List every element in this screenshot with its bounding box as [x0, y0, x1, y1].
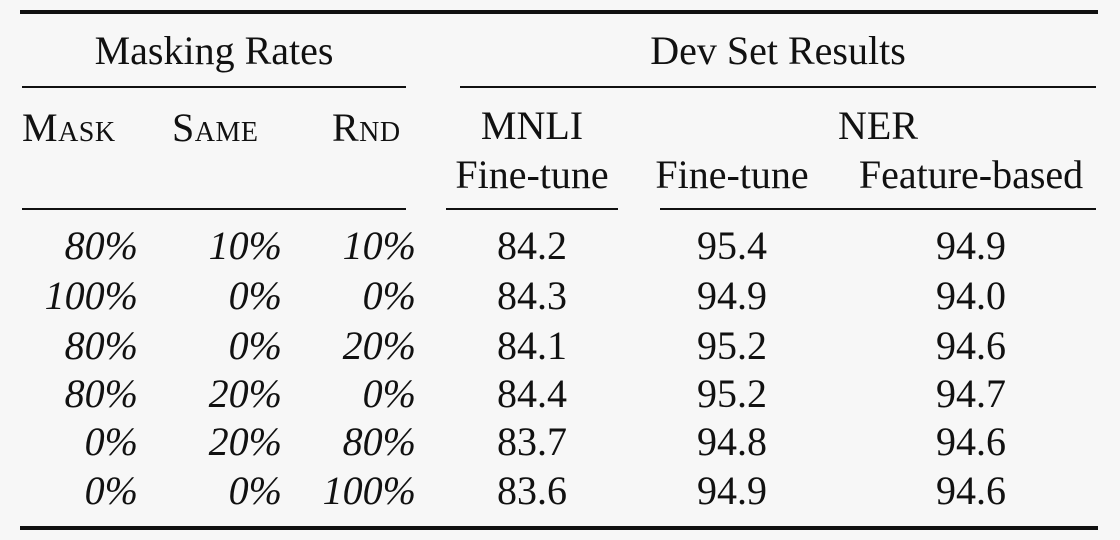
masking-rates-underline — [22, 86, 406, 88]
ner-finetune-label: Fine-tune — [655, 152, 809, 197]
cell-mask: 0% — [84, 468, 138, 513]
cell-mask: 80% — [64, 223, 138, 268]
cell-same: 0% — [228, 273, 282, 318]
cell-rnd: 100% — [322, 468, 416, 513]
cell-ner-feature-based: 94.6 — [936, 468, 1006, 513]
ner-column-header: NER — [838, 103, 918, 148]
cell-same: 0% — [228, 468, 282, 513]
cell-mask: 80% — [64, 323, 138, 368]
cell-ner-finetune: 95.2 — [697, 323, 767, 368]
mnli-rule — [446, 208, 618, 210]
cell-same: 20% — [208, 419, 282, 464]
cell-ner-feature-based: 94.6 — [936, 323, 1006, 368]
mnli-column-header: MNLI — [480, 103, 584, 148]
dev-set-underline — [460, 86, 1096, 88]
cell-ner-feature-based: 94.0 — [936, 273, 1006, 318]
cell-ner-finetune: 94.8 — [697, 419, 767, 464]
masking-rates-header: Masking Rates — [94, 28, 334, 73]
cell-ner-finetune: 95.4 — [697, 223, 767, 268]
top-rule — [20, 10, 1098, 14]
cell-mnli: 84.4 — [497, 371, 567, 416]
dev-set-results-header: Dev Set Results — [650, 28, 906, 73]
cell-mask: 80% — [64, 371, 138, 416]
cell-ner-feature-based: 94.7 — [936, 371, 1006, 416]
cell-same: 10% — [208, 223, 282, 268]
ner-feature-based-label: Feature-based — [858, 152, 1084, 197]
cell-rnd: 0% — [362, 273, 416, 318]
cell-mnli: 84.1 — [497, 323, 567, 368]
rnd-column-header: Rnd — [332, 105, 401, 150]
ner-rule — [660, 208, 1096, 210]
cell-ner-feature-based: 94.6 — [936, 419, 1006, 464]
cell-same: 0% — [228, 323, 282, 368]
bottom-rule — [20, 526, 1098, 530]
cell-mnli: 83.6 — [497, 468, 567, 513]
masking-cols-rule — [22, 208, 406, 210]
mnli-finetune-label: Fine-tune — [455, 152, 609, 197]
cell-ner-finetune: 94.9 — [697, 468, 767, 513]
cell-rnd: 80% — [342, 419, 416, 464]
cell-rnd: 0% — [362, 371, 416, 416]
cell-rnd: 10% — [342, 223, 416, 268]
cell-mnli: 84.2 — [497, 223, 567, 268]
cell-same: 20% — [208, 371, 282, 416]
cell-ner-feature-based: 94.9 — [936, 223, 1006, 268]
cell-ner-finetune: 95.2 — [697, 371, 767, 416]
cell-ner-finetune: 94.9 — [697, 273, 767, 318]
cell-mask: 0% — [84, 419, 138, 464]
cell-mnli: 83.7 — [497, 419, 567, 464]
cell-rnd: 20% — [342, 323, 416, 368]
mask-column-header: Mask — [22, 105, 116, 150]
cell-mnli: 84.3 — [497, 273, 567, 318]
cell-mask: 100% — [44, 273, 138, 318]
same-column-header: Same — [172, 105, 259, 150]
